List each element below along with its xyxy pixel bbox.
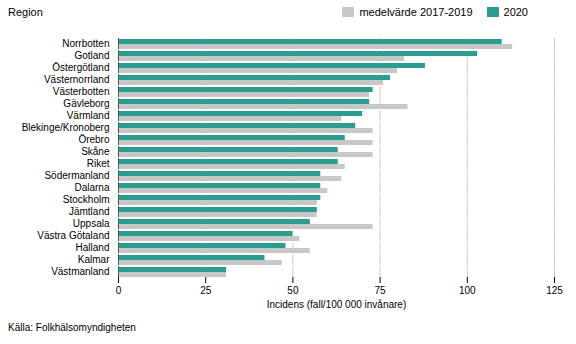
html-text:Källa: Folkhälsomyndigheten: Källa: Folkhälsomyndigheten <box>8 322 136 333</box>
svg-text:125: 125 <box>546 285 563 296</box>
svg-text:Gotland: Gotland <box>74 50 109 61</box>
svg-text:100: 100 <box>459 285 476 296</box>
svg-text:Riket: Riket <box>87 158 110 169</box>
svg-text:Dalarna: Dalarna <box>74 182 109 193</box>
svg-text:Gävleborg: Gävleborg <box>63 98 109 109</box>
svg-text:Västernorrland: Västernorrland <box>44 74 110 85</box>
svg-text:Södermanland: Södermanland <box>44 170 109 181</box>
svg-text:Örebro: Örebro <box>78 134 110 145</box>
html-text:2020: 2020 <box>503 6 528 18</box>
svg-text:50: 50 <box>287 285 299 296</box>
svg-text:Östergötland: Östergötland <box>52 62 109 73</box>
svg-text:Incidens (fall/100 000 invånar: Incidens (fall/100 000 invånare) <box>267 299 407 310</box>
svg-text:Jämtland: Jämtland <box>69 206 110 217</box>
svg-text:Norrbotten: Norrbotten <box>62 38 109 49</box>
html-text:medelvärde 2017-2019: medelvärde 2017-2019 <box>359 6 473 18</box>
svg-text:Uppsala: Uppsala <box>73 218 110 229</box>
svg-text:Skåne: Skåne <box>81 146 110 157</box>
svg-text:25: 25 <box>200 285 212 296</box>
svg-text:Västerbotten: Västerbotten <box>53 86 110 97</box>
svg-text:Stockholm: Stockholm <box>63 194 110 205</box>
svg-text:Kalmar: Kalmar <box>78 254 110 265</box>
html-text:Region: Region <box>8 6 43 18</box>
svg-text:Västmanland: Västmanland <box>51 266 109 277</box>
svg-text:Halland: Halland <box>76 242 110 253</box>
svg-text:0: 0 <box>116 285 122 296</box>
svg-text:75: 75 <box>375 285 387 296</box>
svg-text:Blekinge/Kronoberg: Blekinge/Kronoberg <box>22 122 110 133</box>
svg-text:Värmland: Värmland <box>67 110 110 121</box>
svg-text:Västra Götaland: Västra Götaland <box>37 230 109 241</box>
